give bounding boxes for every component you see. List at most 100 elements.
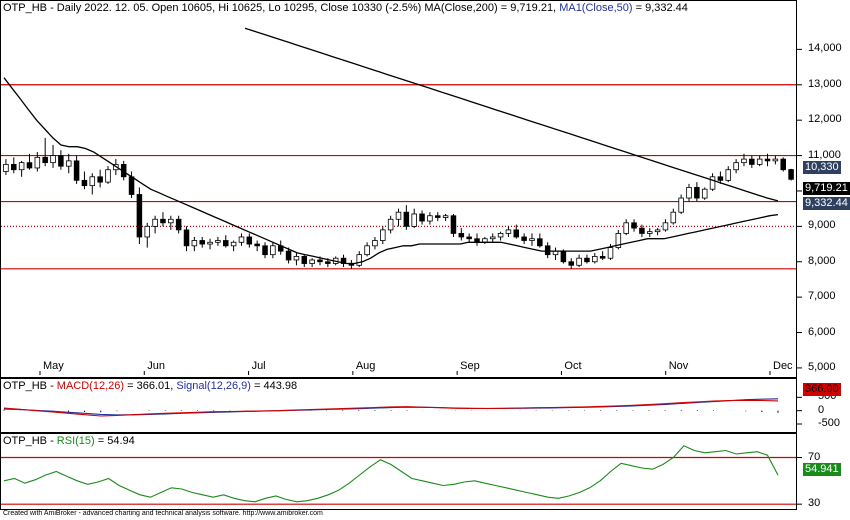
candle-body: [89, 176, 96, 187]
macd-line: [3, 399, 779, 417]
candle-body: [73, 160, 80, 181]
x-label-nov: Nov: [668, 360, 689, 372]
candle-body: [97, 176, 103, 183]
candle-body: [207, 241, 213, 245]
rsi-line: [3, 445, 779, 503]
candle-body: [128, 176, 135, 195]
rsi-y-tick-1: 30: [808, 497, 821, 510]
candle-body: [301, 256, 308, 264]
candle-body: [733, 162, 739, 171]
price-y-tick-7: 12,000: [808, 113, 842, 126]
candle-body: [144, 225, 151, 238]
rsi-header-symbol: OTP_HB -: [3, 435, 54, 447]
candle-body: [435, 215, 441, 218]
candle-body: [560, 250, 567, 263]
ma200-label: MA(Close,200) = 9,719.21,: [424, 2, 557, 14]
candle-body: [42, 156, 48, 164]
candle-body: [325, 261, 331, 264]
macd-label: MACD(12,26): [56, 380, 125, 392]
candle-body: [230, 241, 237, 247]
price-y-tick-0: 5,000: [808, 360, 836, 373]
rsi-pane: [0, 433, 797, 510]
candle-body: [442, 215, 449, 218]
candle-body: [607, 247, 614, 259]
ma200-badge: 9,719.21: [803, 182, 850, 195]
candle-body: [615, 233, 622, 248]
signal-label: Signal(12,26,9): [176, 380, 251, 392]
candle-body: [623, 222, 629, 234]
candle-body: [646, 231, 653, 234]
candle-body: [105, 169, 111, 183]
candle-body: [537, 238, 543, 247]
candle-body: [654, 229, 661, 233]
candle-body: [529, 238, 535, 241]
candle-body: [505, 229, 512, 234]
candle-body: [497, 233, 504, 238]
candle-body: [18, 162, 25, 171]
candle-body: [34, 156, 41, 169]
candle-body: [262, 245, 268, 256]
x-label-sep: Sep: [460, 360, 480, 372]
price-header: OTP_HB - Daily 2022. 12. 05. Open 10605,…: [3, 2, 688, 15]
candle-body: [576, 257, 582, 266]
candle-body: [254, 243, 260, 247]
candle-body: [191, 240, 198, 247]
macd-pane: [0, 378, 797, 433]
candle-body: [584, 257, 590, 263]
candle-body: [466, 236, 472, 240]
candle-body: [458, 233, 465, 238]
candle-body: [175, 218, 182, 231]
candle-body: [26, 162, 33, 169]
rsi-header: OTP_HB - RSI(15) = 54.94: [3, 435, 135, 448]
candle-body: [450, 215, 457, 234]
candle-body: [701, 188, 708, 199]
macd-y-tick-0: -500: [818, 417, 841, 429]
candle-body: [58, 155, 64, 167]
price-y-tick-6: 11,000: [808, 148, 841, 161]
candle-body: [215, 240, 221, 243]
candle-body: [183, 229, 190, 247]
candle-body: [631, 222, 637, 229]
x-label-dec: Dec: [773, 360, 793, 372]
rsi-y-tick-0: 70: [808, 450, 821, 463]
x-label-jun: Jun: [147, 360, 166, 372]
candle-body: [717, 176, 724, 181]
candle-body: [709, 176, 716, 190]
x-label-may: May: [43, 360, 64, 372]
candle-body: [152, 218, 158, 227]
candle-body: [780, 158, 786, 171]
candle-body: [356, 254, 362, 266]
candle-body: [662, 222, 669, 231]
x-label-aug: Aug: [355, 360, 376, 372]
candle-body: [238, 236, 245, 243]
candle-body: [521, 236, 527, 241]
ma50-label: MA1(Close,50): [559, 2, 633, 14]
close-badge: 10,330: [803, 161, 841, 174]
macd-badge: 366.00: [803, 383, 841, 396]
candle-body: [380, 229, 386, 241]
x-label-jul: Jul: [251, 360, 266, 372]
candle-body: [741, 158, 747, 164]
candle-body: [223, 240, 229, 247]
price-y-tick-8: 13,000: [808, 77, 842, 90]
candle-body: [199, 240, 205, 245]
price-pane: [0, 0, 797, 378]
candle-body: [411, 213, 417, 227]
candle-body: [160, 218, 166, 224]
price-header-info: - Daily 2022. 12. 05. Open 10605, Hi 106…: [50, 2, 422, 14]
ma50-badge: 9,332.44: [803, 197, 850, 210]
candle-body: [403, 211, 410, 227]
price-header-symbol: OTP_HB: [3, 2, 48, 14]
candle-body: [11, 164, 17, 171]
candle-body: [592, 256, 598, 263]
candle-body: [293, 256, 300, 261]
candle-body: [81, 179, 88, 187]
rsi-label: RSI(15): [56, 435, 95, 447]
candle-body: [65, 160, 72, 167]
ma50-line: [3, 77, 779, 265]
candle-body: [364, 245, 370, 256]
candle-body: [168, 218, 174, 224]
candle-body: [3, 164, 9, 172]
candle-body: [246, 236, 253, 245]
